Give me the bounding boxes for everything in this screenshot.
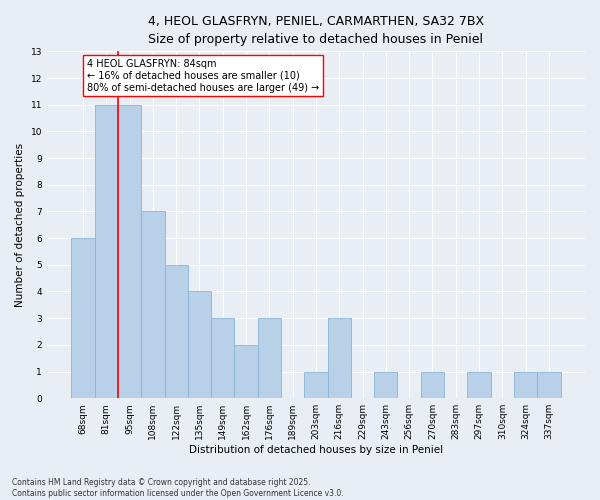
Bar bbox=[258, 318, 281, 398]
Bar bbox=[211, 318, 235, 398]
Bar bbox=[421, 372, 444, 398]
Bar bbox=[188, 292, 211, 398]
Bar bbox=[235, 345, 258, 398]
Y-axis label: Number of detached properties: Number of detached properties bbox=[15, 142, 25, 307]
Bar bbox=[118, 104, 141, 398]
Bar bbox=[514, 372, 537, 398]
Bar bbox=[304, 372, 328, 398]
X-axis label: Distribution of detached houses by size in Peniel: Distribution of detached houses by size … bbox=[189, 445, 443, 455]
Bar bbox=[164, 265, 188, 398]
Title: 4, HEOL GLASFRYN, PENIEL, CARMARTHEN, SA32 7BX
Size of property relative to deta: 4, HEOL GLASFRYN, PENIEL, CARMARTHEN, SA… bbox=[148, 15, 484, 46]
Text: 4 HEOL GLASFRYN: 84sqm
← 16% of detached houses are smaller (10)
80% of semi-det: 4 HEOL GLASFRYN: 84sqm ← 16% of detached… bbox=[86, 60, 319, 92]
Bar bbox=[95, 104, 118, 398]
Bar bbox=[71, 238, 95, 398]
Bar bbox=[537, 372, 560, 398]
Bar bbox=[467, 372, 491, 398]
Text: Contains HM Land Registry data © Crown copyright and database right 2025.
Contai: Contains HM Land Registry data © Crown c… bbox=[12, 478, 344, 498]
Bar bbox=[374, 372, 397, 398]
Bar bbox=[141, 212, 164, 398]
Bar bbox=[328, 318, 351, 398]
